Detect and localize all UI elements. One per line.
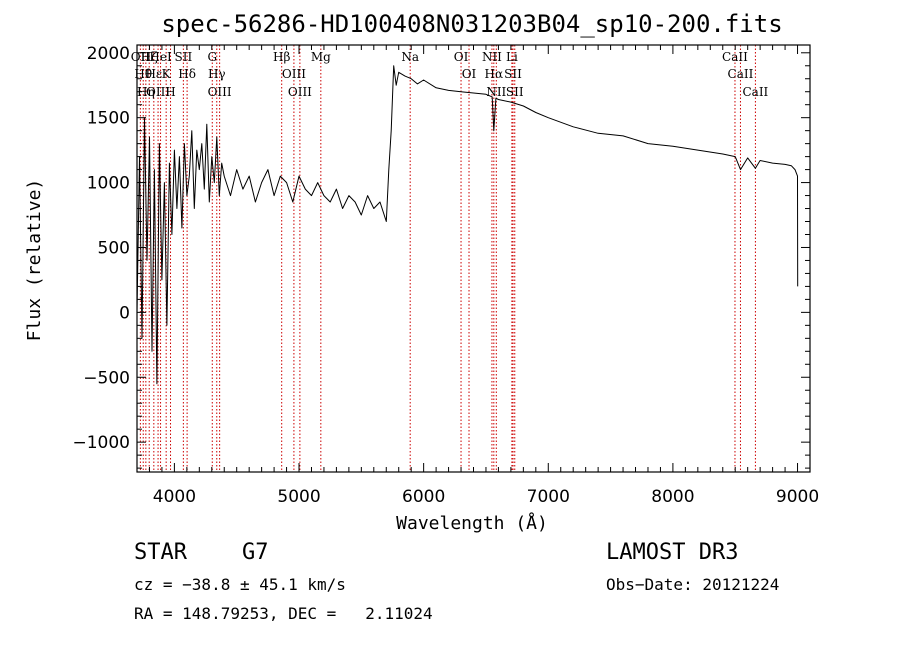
line-label-12: Hγ [208,67,226,81]
line-label-1: Hθ [134,67,152,81]
line-label-26: SII [506,85,524,99]
line-label-7: K [162,67,172,81]
y-tick-label: 500 [98,238,130,258]
line-label-25: SII [504,67,522,81]
line-label-8: H [165,85,175,99]
spectral-line-markers [139,45,756,472]
line-label-23: NII [486,85,506,99]
x-tick-label: 9000 [776,487,819,507]
y-tick-label: 1000 [87,174,130,194]
line-label-21: NII [482,50,502,64]
spectrum-series [136,65,799,385]
axis-ticks: 4000 5000 6000 7000 8000 9000 −1000 −500 0 500 100… [72,44,819,507]
x-axis-label: Wavelength (Å) [396,512,548,534]
survey-label: LAMOST DR3 [606,540,739,565]
y-tick-label: −500 [83,368,130,388]
line-label-6: HeI [149,50,172,64]
line-label-27: CaII [722,50,748,64]
line-label-16: OIII [288,85,312,99]
plot-frame [136,44,811,473]
line-label-20: OI [462,67,477,81]
y-tick-label: 0 [119,303,130,323]
class-label: STAR [134,540,187,565]
line-label-4: Hε [145,67,162,81]
line-label-5: OIII [146,85,170,99]
y-tick-label: 2000 [87,44,130,64]
line-label-14: Hβ [273,50,290,64]
x-tick-label: 5000 [277,487,320,507]
line-label-3: Hζ [141,50,158,64]
line-label-22: Hα [485,67,504,81]
line-label-11: G [207,50,217,64]
obs-date-text: Obs−Date: 20121224 [606,575,780,594]
x-tick-label: 7000 [527,487,570,507]
redshift-text: cz = −38.8 ± 45.1 km/s [134,575,346,594]
line-label-24: Li [506,50,518,64]
x-tick-label: 4000 [153,487,196,507]
y-axis-label: Flux (relative) [24,179,45,342]
line-label-0: OII [131,50,151,64]
spectrum-line [136,65,799,385]
line-label-19: OI [454,50,469,64]
line-label-15: OIII [282,67,306,81]
line-label-18: Na [401,50,419,64]
y-tick-label: 1500 [87,109,130,129]
spectral-line-labels: OII Hθ Hη Hζ Hε OIII HeI KH SII Hδ G Hγ OIII Hβ OIII OI… [131,50,769,99]
y-tick-label: −1000 [72,433,130,453]
line-label-9: SII [175,50,193,64]
line-label-2: Hη [137,85,155,99]
subclass-label: G7 [242,540,269,565]
line-label-13: OIII [208,85,232,99]
line-label-10: Hδ [178,67,196,81]
line-label-29: CaII [742,85,768,99]
coordinates-text: RA = 148.79253, DEC = 2.11024 [134,604,433,623]
chart-title: spec-56286-HD100408N031203B04_sp10-200.f… [161,10,782,38]
x-tick-label: 6000 [402,487,445,507]
line-label-28: CaII [728,67,754,81]
x-tick-label: 8000 [651,487,694,507]
line-label-17: Mg [311,50,331,64]
